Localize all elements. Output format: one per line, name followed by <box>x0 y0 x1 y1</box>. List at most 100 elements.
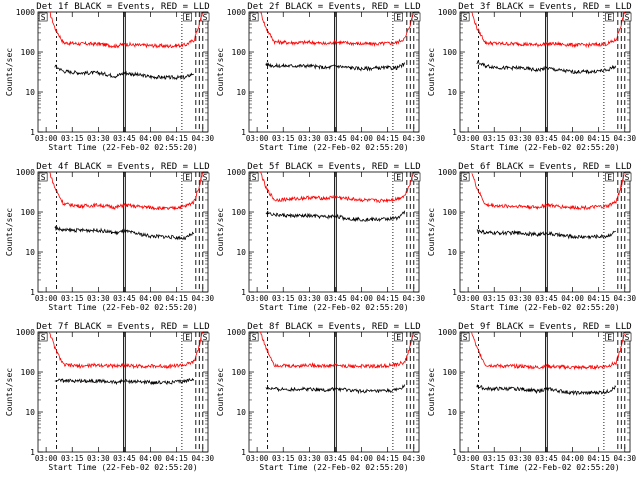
x-tick-label: 03:45 <box>113 294 136 303</box>
x-tick-label: 04:15 <box>376 454 399 463</box>
x-tick-label: 04:00 <box>561 294 584 303</box>
y-tick-label: 10 <box>236 248 246 257</box>
y-tick-label: 1 <box>30 288 35 297</box>
x-axis-label: Start Time (22-Feb-02 02:55:20) <box>48 143 197 152</box>
x-tick-label: 04:00 <box>139 134 162 143</box>
panel-title: Det 9f BLACK = Events, RED = LLD <box>458 322 631 332</box>
series-lld-line <box>471 11 625 49</box>
x-tick-label: 04:30 <box>402 294 425 303</box>
x-tick-label: 03:30 <box>87 454 110 463</box>
panel-1: Det 1f BLACK = Events, RED = LLD 1 10 100 10… <box>5 2 215 152</box>
y-tick-label: 1 <box>30 128 35 137</box>
panel-8: Det 8f BLACK = Events, RED = LLD 1 10 100 10… <box>216 322 426 472</box>
series-events-line <box>476 60 617 75</box>
y-tick-label: 1000 <box>16 8 35 17</box>
y-axis-label: Counts/sec <box>216 368 225 416</box>
x-tick-label: 03:45 <box>535 454 558 463</box>
marker-box <box>38 172 48 182</box>
plot-frame <box>37 11 209 133</box>
marker-box <box>38 12 48 22</box>
plot-frame <box>248 11 420 133</box>
marker-box <box>249 172 259 182</box>
x-axis-label: Start Time (22-Feb-02 02:55:20) <box>259 143 408 152</box>
marker-s: S <box>41 173 46 182</box>
x-tick-label: 03:15 <box>483 294 506 303</box>
marker-s: S <box>625 333 630 342</box>
series-events-line <box>265 210 406 223</box>
marker-box <box>249 12 259 22</box>
marker-s: S <box>463 333 468 342</box>
x-tick-label: 03:00 <box>246 294 269 303</box>
x-tick-label: 03:00 <box>35 454 58 463</box>
x-tick-label: 03:15 <box>272 294 295 303</box>
y-axis-label: Counts/sec <box>216 208 225 256</box>
series-events-line <box>265 384 406 395</box>
x-tick-label: 03:30 <box>87 134 110 143</box>
y-axis-label: Counts/sec <box>5 48 14 96</box>
x-tick-label: 03:30 <box>509 294 532 303</box>
marker-s: S <box>203 333 208 342</box>
x-tick-label: 04:00 <box>139 454 162 463</box>
marker-box <box>38 332 48 342</box>
marker-e: E <box>185 333 190 342</box>
panel-title: Det 5f BLACK = Events, RED = LLD <box>247 162 420 172</box>
marker-e: E <box>607 333 612 342</box>
x-tick-label: 03:00 <box>457 294 480 303</box>
y-axis-label: Counts/sec <box>427 368 436 416</box>
x-tick-label: 04:00 <box>350 294 373 303</box>
x-tick-label: 03:15 <box>483 134 506 143</box>
x-tick-label: 04:00 <box>350 454 373 463</box>
x-tick-label: 04:30 <box>613 134 636 143</box>
panel-5: Det 5f BLACK = Events, RED = LLD 1 10 100 10… <box>216 162 426 312</box>
x-tick-label: 04:30 <box>613 454 636 463</box>
marker-e: E <box>396 13 401 22</box>
plot-frame <box>37 171 209 293</box>
x-tick-label: 03:30 <box>298 294 321 303</box>
x-tick-label: 03:00 <box>457 134 480 143</box>
y-tick-label: 100 <box>443 48 458 57</box>
marker-box <box>460 12 470 22</box>
y-tick-label: 10 <box>25 88 35 97</box>
panel-title: Det 4f BLACK = Events, RED = LLD <box>36 162 209 172</box>
y-tick-label: 100 <box>21 208 36 217</box>
x-tick-label: 04:15 <box>165 294 188 303</box>
x-tick-label: 03:45 <box>113 454 136 463</box>
x-tick-label: 03:00 <box>35 294 58 303</box>
marker-box <box>183 172 192 182</box>
plot-frame <box>459 11 631 133</box>
panel-4: Det 4f BLACK = Events, RED = LLD 1 10 100 10… <box>5 162 215 312</box>
plot-frame <box>248 331 420 453</box>
x-axis-label: Start Time (22-Feb-02 02:55:20) <box>470 303 619 312</box>
series-lld-line <box>260 171 414 204</box>
marker-s: S <box>41 333 46 342</box>
series-lld-line <box>471 331 625 371</box>
y-tick-label: 1 <box>452 288 457 297</box>
y-tick-label: 1 <box>30 448 35 457</box>
x-axis-label: Start Time (22-Feb-02 02:55:20) <box>259 463 408 472</box>
marker-s: S <box>625 173 630 182</box>
y-tick-label: 10 <box>25 248 35 257</box>
x-axis-label: Start Time (22-Feb-02 02:55:20) <box>48 463 197 472</box>
marker-box <box>622 12 632 22</box>
y-tick-label: 1000 <box>227 168 246 177</box>
panel-title: Det 7f BLACK = Events, RED = LLD <box>36 322 209 332</box>
marker-e: E <box>607 13 612 22</box>
marker-box <box>249 332 259 342</box>
y-tick-label: 10 <box>25 408 35 417</box>
x-tick-label: 03:45 <box>535 134 558 143</box>
y-tick-label: 1000 <box>438 328 457 337</box>
y-axis-label: Counts/sec <box>427 208 436 256</box>
y-tick-label: 10 <box>447 248 457 257</box>
series-events-line <box>476 384 617 397</box>
series-lld-line <box>471 173 625 211</box>
marker-e: E <box>396 173 401 182</box>
x-tick-label: 04:15 <box>376 134 399 143</box>
panel-title: Det 1f BLACK = Events, RED = LLD <box>36 2 209 12</box>
marker-s: S <box>625 13 630 22</box>
y-tick-label: 1000 <box>16 168 35 177</box>
x-tick-label: 04:15 <box>587 294 610 303</box>
x-tick-label: 03:00 <box>246 454 269 463</box>
panel-3: Det 3f BLACK = Events, RED = LLD 1 10 100 10… <box>427 2 637 152</box>
series-lld-line <box>49 171 203 211</box>
marker-s: S <box>41 13 46 22</box>
